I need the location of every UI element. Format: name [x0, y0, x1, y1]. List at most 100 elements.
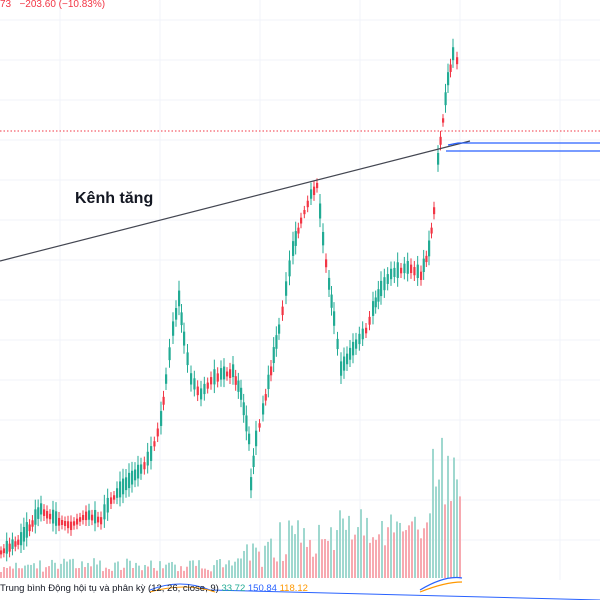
candle-body [183, 331, 186, 346]
volume-bar [273, 557, 275, 578]
candle-body [200, 388, 203, 400]
volume-bar [135, 562, 137, 578]
candle-body [168, 347, 171, 361]
candle-body [31, 520, 34, 527]
candle-body [336, 338, 339, 350]
volume-bar [300, 542, 302, 578]
volume-bar [384, 545, 386, 578]
macd-legend[interactable]: Trung bình Động hội tụ và phân kỳ (12, 2… [0, 583, 308, 594]
volume-bar [138, 565, 140, 578]
candle-body [267, 374, 270, 390]
volume-bar [441, 437, 443, 578]
candle-body [240, 387, 243, 400]
volume-bar [342, 518, 344, 578]
candle-body [377, 289, 380, 302]
candle-body [422, 258, 425, 273]
volume-bar [159, 561, 161, 578]
horizontal-level-drawing[interactable] [447, 142, 600, 146]
channel-annotation-label[interactable]: Kênh tăng [75, 190, 154, 207]
volume-bar [432, 448, 434, 578]
volume-bar [357, 527, 359, 578]
candle-body [255, 430, 258, 447]
candle-body [400, 267, 403, 274]
volume-bar [318, 524, 320, 578]
candle-body [106, 497, 109, 513]
candle-body [186, 352, 189, 366]
volume-bar [309, 539, 311, 578]
volume-bar [426, 522, 428, 578]
candle-body [278, 324, 281, 334]
volume-bar [378, 534, 380, 578]
candle-body [358, 333, 361, 345]
candle-body [333, 311, 336, 326]
volume-bar [177, 571, 179, 578]
volume-bar [165, 564, 167, 578]
candle-body [210, 377, 213, 385]
candle-body [37, 507, 40, 519]
candle-body [234, 376, 237, 385]
candle-body [97, 516, 100, 523]
volume-bar [192, 560, 194, 578]
volume-bar [30, 564, 32, 578]
volume-bar [438, 479, 440, 578]
volume-bar [249, 560, 251, 578]
volume-bar [321, 539, 323, 578]
volume-bar [0, 572, 2, 578]
candle-body [22, 526, 26, 542]
volume-bar [348, 515, 350, 578]
volume-bar [267, 541, 269, 578]
volume-bar [189, 560, 191, 578]
volume-bar [99, 560, 101, 578]
candle-body [258, 423, 261, 428]
candle-body [270, 366, 273, 376]
candle-body [396, 262, 399, 278]
volume-bar [354, 534, 356, 578]
channel-trendline[interactable] [0, 140, 471, 262]
candle-body [116, 488, 119, 498]
volume-bar [294, 534, 296, 578]
candle-body [146, 451, 149, 466]
candle-body [368, 316, 371, 325]
volume-bar [81, 561, 83, 578]
volume-bar [201, 568, 203, 578]
candle-body [52, 509, 55, 524]
candle-body [25, 522, 28, 538]
price-change-readout: 73 −203.60 (−10.83%) [0, 0, 106, 10]
candle-body [281, 306, 284, 316]
candle-body [297, 227, 300, 234]
macd-value-3: 118.12 [279, 583, 308, 594]
volume-bar [141, 570, 143, 578]
volume-bar [327, 540, 329, 578]
candle-body [49, 513, 52, 520]
volume-bar [123, 567, 125, 578]
candle-body [330, 294, 333, 308]
volume-bar [225, 564, 227, 578]
volume-bar [126, 558, 128, 578]
volume-bar [387, 527, 389, 578]
volume-bar [246, 544, 248, 578]
volume-bar [156, 570, 158, 578]
candle-body [14, 541, 17, 547]
candle-body [416, 264, 419, 279]
candle-body [433, 207, 436, 215]
volume-bar [33, 563, 35, 578]
candle-body [70, 521, 73, 531]
candle-body [82, 514, 85, 521]
candle-body [393, 267, 396, 277]
volume-bar [108, 569, 110, 578]
candle-body [2, 548, 6, 554]
candle-body [76, 518, 79, 525]
volume-bar [324, 538, 326, 578]
volume-bar [336, 530, 338, 578]
candle-body [5, 540, 8, 554]
volume-bar [66, 561, 68, 578]
volume-bar [351, 539, 353, 578]
candle-body [452, 47, 455, 61]
candle-body [406, 261, 409, 274]
volume-bar [222, 567, 224, 578]
volume-bar [237, 558, 239, 578]
candle-body [85, 511, 88, 521]
candle-body [122, 478, 125, 495]
volume-bar [231, 565, 233, 578]
